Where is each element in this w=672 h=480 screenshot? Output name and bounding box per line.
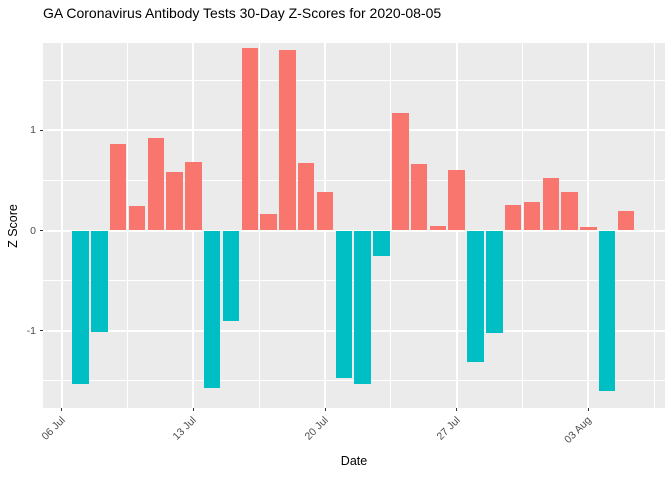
bar-17-jul [260,214,277,231]
bar-21-jul [335,230,353,378]
bar-14-jul [203,230,221,388]
bar-04-aug [598,230,616,391]
minor-gridline-horizontal [43,179,665,181]
minor-gridline-vertical [522,43,524,408]
minor-gridline-vertical [127,43,129,408]
bar-23-jul [373,230,390,256]
y-tick-mark [40,129,43,131]
bar-18-jul [279,50,296,231]
bar-25-jul [410,164,428,231]
bar-01-aug [542,178,559,231]
bar-07-jul [72,230,89,384]
x-axis-title: Date [340,454,368,468]
y-tick-label: -1 [26,324,36,337]
y-tick-label: 1 [30,124,36,137]
bar-22-jul [354,230,371,384]
bar-19-jul [297,163,315,231]
minor-gridline-horizontal [43,79,665,81]
bar-05-aug [617,211,635,231]
y-tick-mark [40,230,43,231]
chart-title: GA Coronavirus Antibody Tests 30-Day Z-S… [43,5,442,21]
bar-15-jul [222,230,240,321]
minor-gridline-vertical [258,43,260,408]
x-tick-mark [324,408,326,411]
major-gridline-horizontal [43,129,665,132]
bar-30-jul [504,205,522,231]
minor-gridline-horizontal [43,380,665,382]
y-tick-label: 0 [30,224,36,237]
bar-13-jul [185,162,202,231]
bar-28-jul [467,230,484,362]
bar-26-jul [429,226,447,231]
bar-09-jul [109,144,127,231]
x-tick-mark [61,408,63,411]
plot-panel [43,43,665,408]
bar-16-jul [241,48,259,231]
major-gridline-horizontal [43,329,665,332]
bar-03-aug [580,227,597,231]
bar-27-jul [448,170,465,231]
major-gridline-vertical [587,43,590,408]
bar-08-jul [91,230,108,332]
bar-12-jul [166,172,183,231]
x-tick-mark [192,408,194,411]
minor-gridline-horizontal [43,280,665,282]
bar-29-jul [486,230,503,333]
minor-gridline-vertical [653,43,655,408]
bar-24-jul [392,113,409,231]
bar-20-jul [316,192,334,231]
bar-02-aug [561,192,578,231]
major-gridline-vertical [60,43,63,408]
x-tick-mark [456,408,458,411]
minor-gridline-vertical [390,43,392,408]
bar-11-jul [147,138,164,231]
major-gridline-horizontal [43,229,665,232]
bar-10-jul [128,206,146,231]
x-tick-mark [587,408,589,411]
y-tick-mark [40,330,43,332]
bar-31-jul [523,202,541,231]
